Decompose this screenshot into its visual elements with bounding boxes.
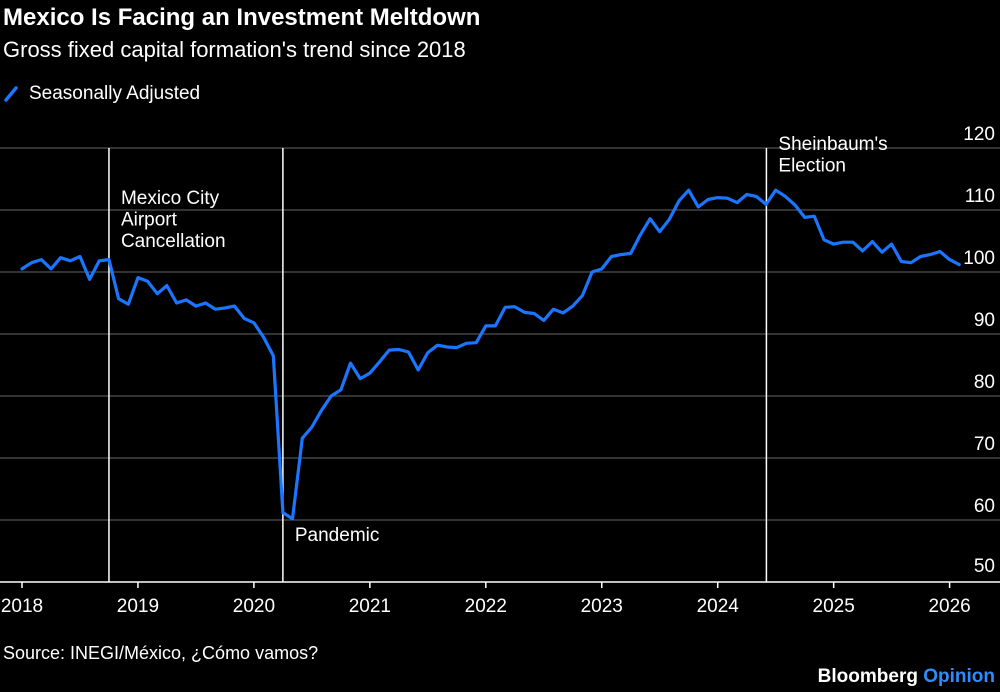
brand-logo: Bloomberg Opinion [818,666,995,688]
brand-name: Bloomberg [817,666,918,687]
x-tick-label: 2020 [233,596,275,617]
chart-subtitle: Gross fixed capital formation's trend si… [3,37,466,62]
y-tick-label: 70 [974,434,995,455]
event-label: Mexico City [121,188,220,209]
event-label: Sheinbaum's [778,134,887,155]
series-line [20,188,961,521]
y-tick-label: 120 [963,124,995,145]
legend-swatch [4,86,18,102]
legend: Seasonally Adjusted [3,83,200,105]
y-tick-label: 100 [963,248,995,269]
y-tick-label: 50 [974,556,995,577]
event-label: Airport [121,210,178,231]
x-tick-label: 2023 [581,596,623,617]
series [20,188,961,521]
y-tick-label: 80 [974,372,995,393]
y-tick-label: 60 [974,496,995,517]
grid [0,147,1000,521]
event-label: Pandemic [295,525,380,546]
x-tick-label: 2026 [928,596,970,617]
legend-label: Seasonally Adjusted [29,83,201,104]
x-tick-label: 2019 [117,596,159,617]
x-tick-label: 2024 [697,596,740,617]
x-tick-label: 2025 [813,596,855,617]
brand-accent: Opinion [923,666,995,687]
x-tick-label: 2022 [465,596,507,617]
axes: 50 60 70 80 90 100 110 120 2018 2019 2020 2021 2022 2… [0,124,1000,617]
y-tick-label: 110 [965,186,995,207]
chart-title: Mexico Is Facing an Investment Meltdown [3,4,481,31]
x-tick-label: 2021 [349,596,391,617]
source-note: Source: INEGI/México, ¿Cómo vamos? [3,643,319,663]
event-label: Cancellation [121,231,226,252]
x-tick-label: 2018 [1,596,43,617]
event-label: Election [778,156,846,177]
y-tick-label: 90 [974,310,995,331]
